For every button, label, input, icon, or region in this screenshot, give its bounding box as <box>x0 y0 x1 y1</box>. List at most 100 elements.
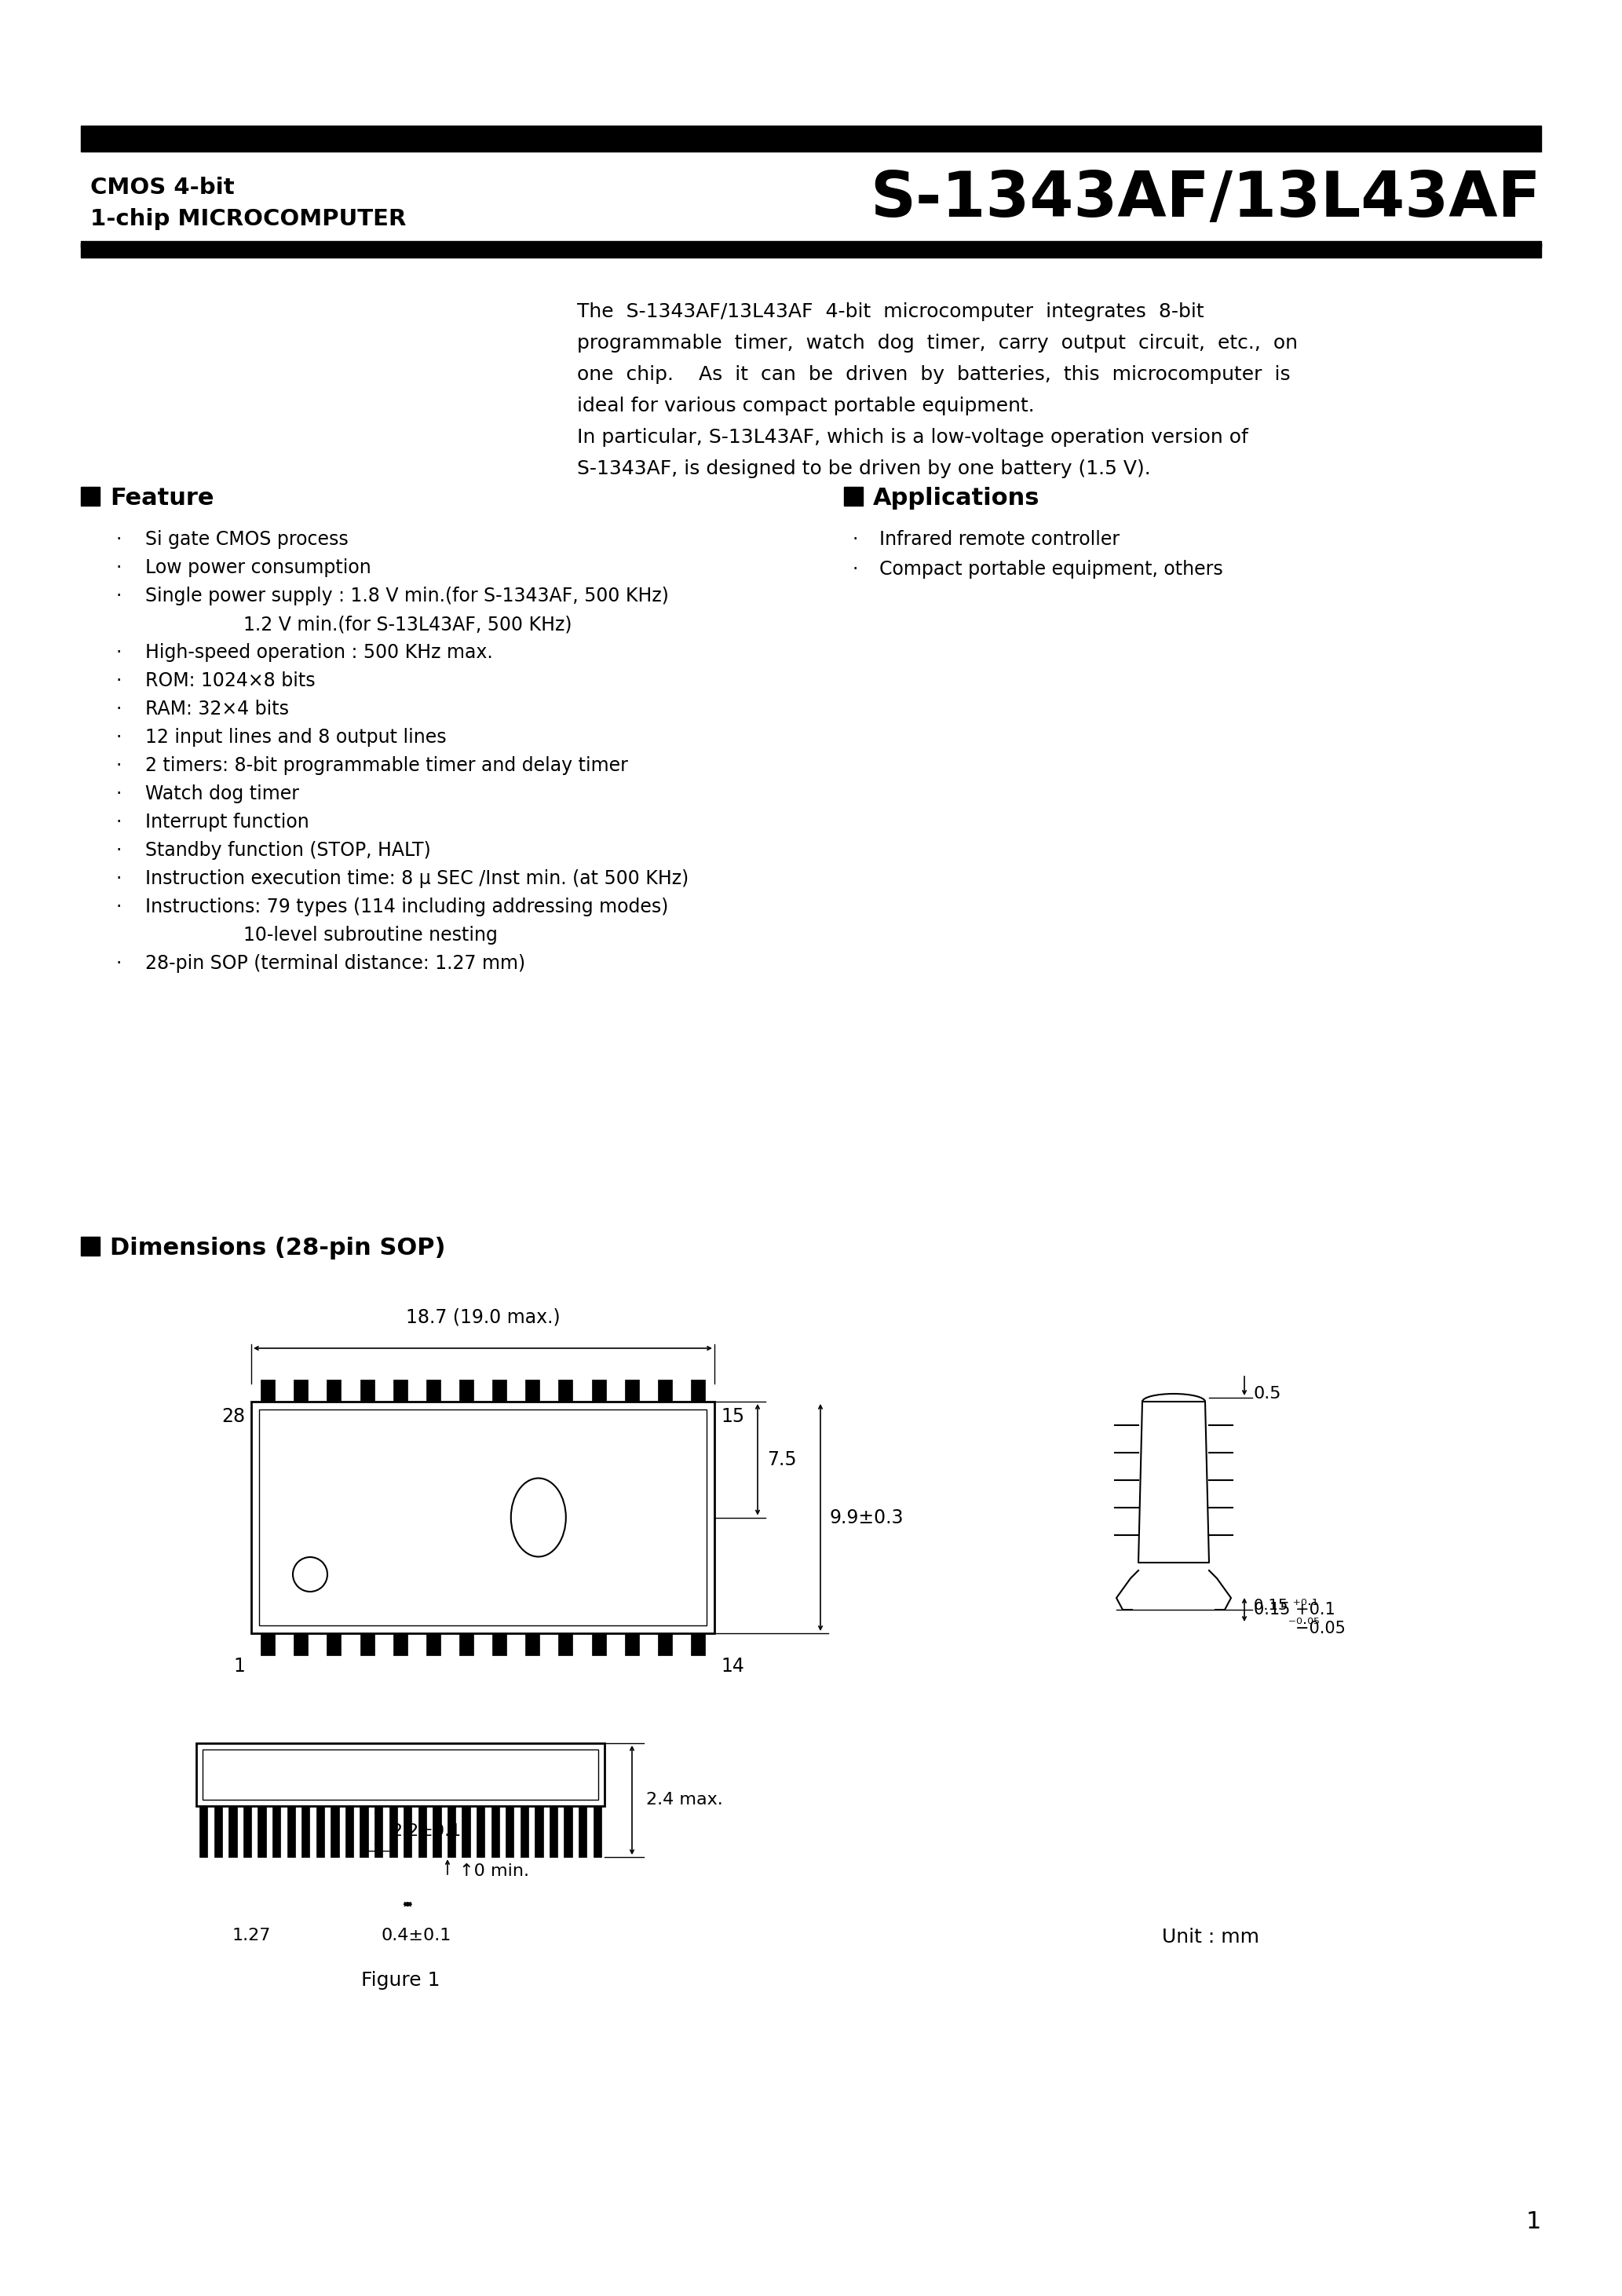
Text: ·: · <box>852 560 858 579</box>
Text: 2.4 max.: 2.4 max. <box>646 1793 723 1807</box>
Text: ·: · <box>117 870 122 889</box>
Text: 0.15 +0.1: 0.15 +0.1 <box>1254 1603 1335 1619</box>
Text: 7.5: 7.5 <box>767 1451 796 1469</box>
Text: 2 timers: 8-bit programmable timer and delay timer: 2 timers: 8-bit programmable timer and d… <box>146 755 628 776</box>
Bar <box>418 1807 427 1857</box>
Text: 18.7 (19.0 max.): 18.7 (19.0 max.) <box>406 1306 560 1327</box>
Text: ·: · <box>117 898 122 916</box>
Bar <box>287 1807 295 1857</box>
Text: ideal for various compact portable equipment.: ideal for various compact portable equip… <box>577 397 1035 416</box>
Bar <box>535 1807 543 1857</box>
Text: 1: 1 <box>234 1658 245 1676</box>
Bar <box>564 1807 573 1857</box>
Text: 1.27: 1.27 <box>232 1929 271 1942</box>
Text: Infrared remote controller: Infrared remote controller <box>879 530 1119 549</box>
Text: Figure 1: Figure 1 <box>362 1970 440 1991</box>
Text: −0.05: −0.05 <box>1254 1621 1346 1637</box>
Bar <box>506 1807 514 1857</box>
Bar <box>843 487 863 505</box>
Bar <box>526 1632 540 1655</box>
Text: Low power consumption: Low power consumption <box>146 558 371 576</box>
Bar <box>360 1380 375 1401</box>
Text: 28: 28 <box>221 1407 245 1426</box>
Bar <box>550 1807 558 1857</box>
Bar <box>328 1632 341 1655</box>
Text: Single power supply : 1.8 V min.(for S-1343AF, 500 KHz): Single power supply : 1.8 V min.(for S-1… <box>146 585 668 606</box>
Bar <box>521 1807 529 1857</box>
Bar <box>360 1807 368 1857</box>
Bar <box>81 243 1541 257</box>
Bar <box>459 1632 474 1655</box>
Text: ⁻⁰·⁰⁵: ⁻⁰·⁰⁵ <box>1254 1616 1320 1630</box>
Text: ROM: 1024×8 bits: ROM: 1024×8 bits <box>146 670 315 691</box>
Text: 0.4±0.1: 0.4±0.1 <box>381 1929 451 1942</box>
Text: Watch dog timer: Watch dog timer <box>146 785 298 804</box>
Text: ·: · <box>117 558 122 576</box>
Text: programmable  timer,  watch  dog  timer,  carry  output  circuit,  etc.,  on: programmable timer, watch dog timer, car… <box>577 333 1298 354</box>
Bar <box>331 1807 339 1857</box>
Text: The  S-1343AF/13L43AF  4-bit  microcomputer  integrates  8-bit: The S-1343AF/13L43AF 4-bit microcomputer… <box>577 303 1204 321</box>
Text: Instruction execution time: 8 μ SEC /Inst min. (at 500 KHz): Instruction execution time: 8 μ SEC /Ins… <box>146 870 689 889</box>
Text: 0.5: 0.5 <box>1254 1387 1281 1401</box>
Text: In particular, S-13L43AF, which is a low-voltage operation version of: In particular, S-13L43AF, which is a low… <box>577 427 1249 448</box>
Bar <box>243 1807 251 1857</box>
Text: 10-level subroutine nesting: 10-level subroutine nesting <box>243 925 498 944</box>
Text: Dimensions (28-pin SOP): Dimensions (28-pin SOP) <box>110 1238 446 1261</box>
Text: 28-pin SOP (terminal distance: 1.27 mm): 28-pin SOP (terminal distance: 1.27 mm) <box>146 955 526 974</box>
Bar <box>594 1807 602 1857</box>
Text: 1: 1 <box>1526 2211 1541 2234</box>
Text: ·: · <box>117 585 122 606</box>
Text: one  chip.    As  it  can  be  driven  by  batteries,  this  microcomputer  is: one chip. As it can be driven by batteri… <box>577 365 1291 383</box>
Bar <box>294 1380 308 1401</box>
Bar <box>251 1401 714 1632</box>
Text: Si gate CMOS process: Si gate CMOS process <box>146 530 349 549</box>
Bar <box>427 1380 440 1401</box>
Bar <box>459 1380 474 1401</box>
Bar <box>433 1807 441 1857</box>
Bar <box>302 1807 310 1857</box>
Text: S-1343AF/13L43AF: S-1343AF/13L43AF <box>871 170 1541 230</box>
Text: High-speed operation : 500 KHz max.: High-speed operation : 500 KHz max. <box>146 643 493 661</box>
Bar <box>393 1632 407 1655</box>
Bar <box>261 1380 274 1401</box>
Bar <box>81 1238 99 1256</box>
Text: ·: · <box>117 813 122 831</box>
Text: Instructions: 79 types (114 including addressing modes): Instructions: 79 types (114 including ad… <box>146 898 668 916</box>
Bar <box>624 1632 639 1655</box>
Text: Standby function (STOP, HALT): Standby function (STOP, HALT) <box>146 840 431 859</box>
Bar <box>316 1807 324 1857</box>
Text: ↑0 min.: ↑0 min. <box>459 1864 529 1878</box>
Bar <box>592 1380 605 1401</box>
Bar <box>558 1380 573 1401</box>
Text: Interrupt function: Interrupt function <box>146 813 310 831</box>
Text: Compact portable equipment, others: Compact portable equipment, others <box>879 560 1223 579</box>
Bar <box>214 1807 222 1857</box>
Text: ·: · <box>117 700 122 719</box>
Text: RAM: 32×4 bits: RAM: 32×4 bits <box>146 700 289 719</box>
Bar <box>81 126 1541 129</box>
Bar <box>375 1807 383 1857</box>
Text: 1.2 V min.(for S-13L43AF, 500 KHz): 1.2 V min.(for S-13L43AF, 500 KHz) <box>243 615 573 634</box>
Bar <box>579 1807 587 1857</box>
Text: 0.15 ⁺⁰·¹: 0.15 ⁺⁰·¹ <box>1254 1598 1319 1614</box>
Text: 12 input lines and 8 output lines: 12 input lines and 8 output lines <box>146 728 446 746</box>
Bar <box>389 1807 397 1857</box>
Bar <box>462 1807 470 1857</box>
Bar <box>258 1807 266 1857</box>
Text: 9.9±0.3: 9.9±0.3 <box>830 1508 903 1527</box>
Bar <box>491 1807 500 1857</box>
Text: ·: · <box>117 755 122 776</box>
Text: 2.2±0.1: 2.2±0.1 <box>391 1823 461 1839</box>
Bar <box>393 1380 407 1401</box>
Bar <box>328 1380 341 1401</box>
Bar <box>691 1380 706 1401</box>
Bar <box>261 1632 274 1655</box>
Bar <box>427 1632 440 1655</box>
Text: ·: · <box>117 670 122 691</box>
Text: ·: · <box>117 643 122 661</box>
Bar <box>272 1807 281 1857</box>
Text: ·: · <box>117 728 122 746</box>
Bar <box>558 1632 573 1655</box>
Text: S-1343AF, is designed to be driven by one battery (1.5 V).: S-1343AF, is designed to be driven by on… <box>577 459 1150 478</box>
Text: ·: · <box>117 840 122 859</box>
